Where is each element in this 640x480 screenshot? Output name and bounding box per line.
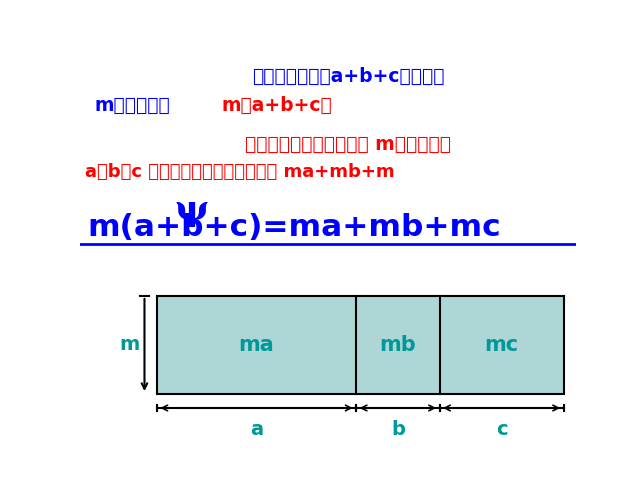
Text: 这个长方形可分割为宽为 m，长分别为: 这个长方形可分割为宽为 m，长分别为: [245, 135, 451, 154]
Text: a、b、c 的三个小矩形，面积之和为 ma+mb+m: a、b、c 的三个小矩形，面积之和为 ma+mb+m: [85, 163, 395, 181]
Text: 设长方形长为（a+b+c），宽为: 设长方形长为（a+b+c），宽为: [252, 67, 444, 86]
Text: c: c: [496, 420, 508, 439]
Bar: [157, 296, 564, 394]
Text: mc: mc: [484, 335, 518, 355]
Text: mb: mb: [380, 335, 416, 355]
Text: ψ: ψ: [174, 192, 209, 227]
Text: m(a+b+c)=ma+mb+mc: m(a+b+c)=ma+mb+mc: [88, 213, 501, 242]
Text: m，则面积为: m，则面积为: [95, 96, 171, 115]
Text: ma: ma: [239, 335, 275, 355]
Text: b: b: [391, 420, 404, 439]
Text: m（a+b+c）: m（a+b+c）: [221, 96, 332, 115]
Text: a: a: [250, 420, 263, 439]
Text: m: m: [120, 336, 140, 354]
